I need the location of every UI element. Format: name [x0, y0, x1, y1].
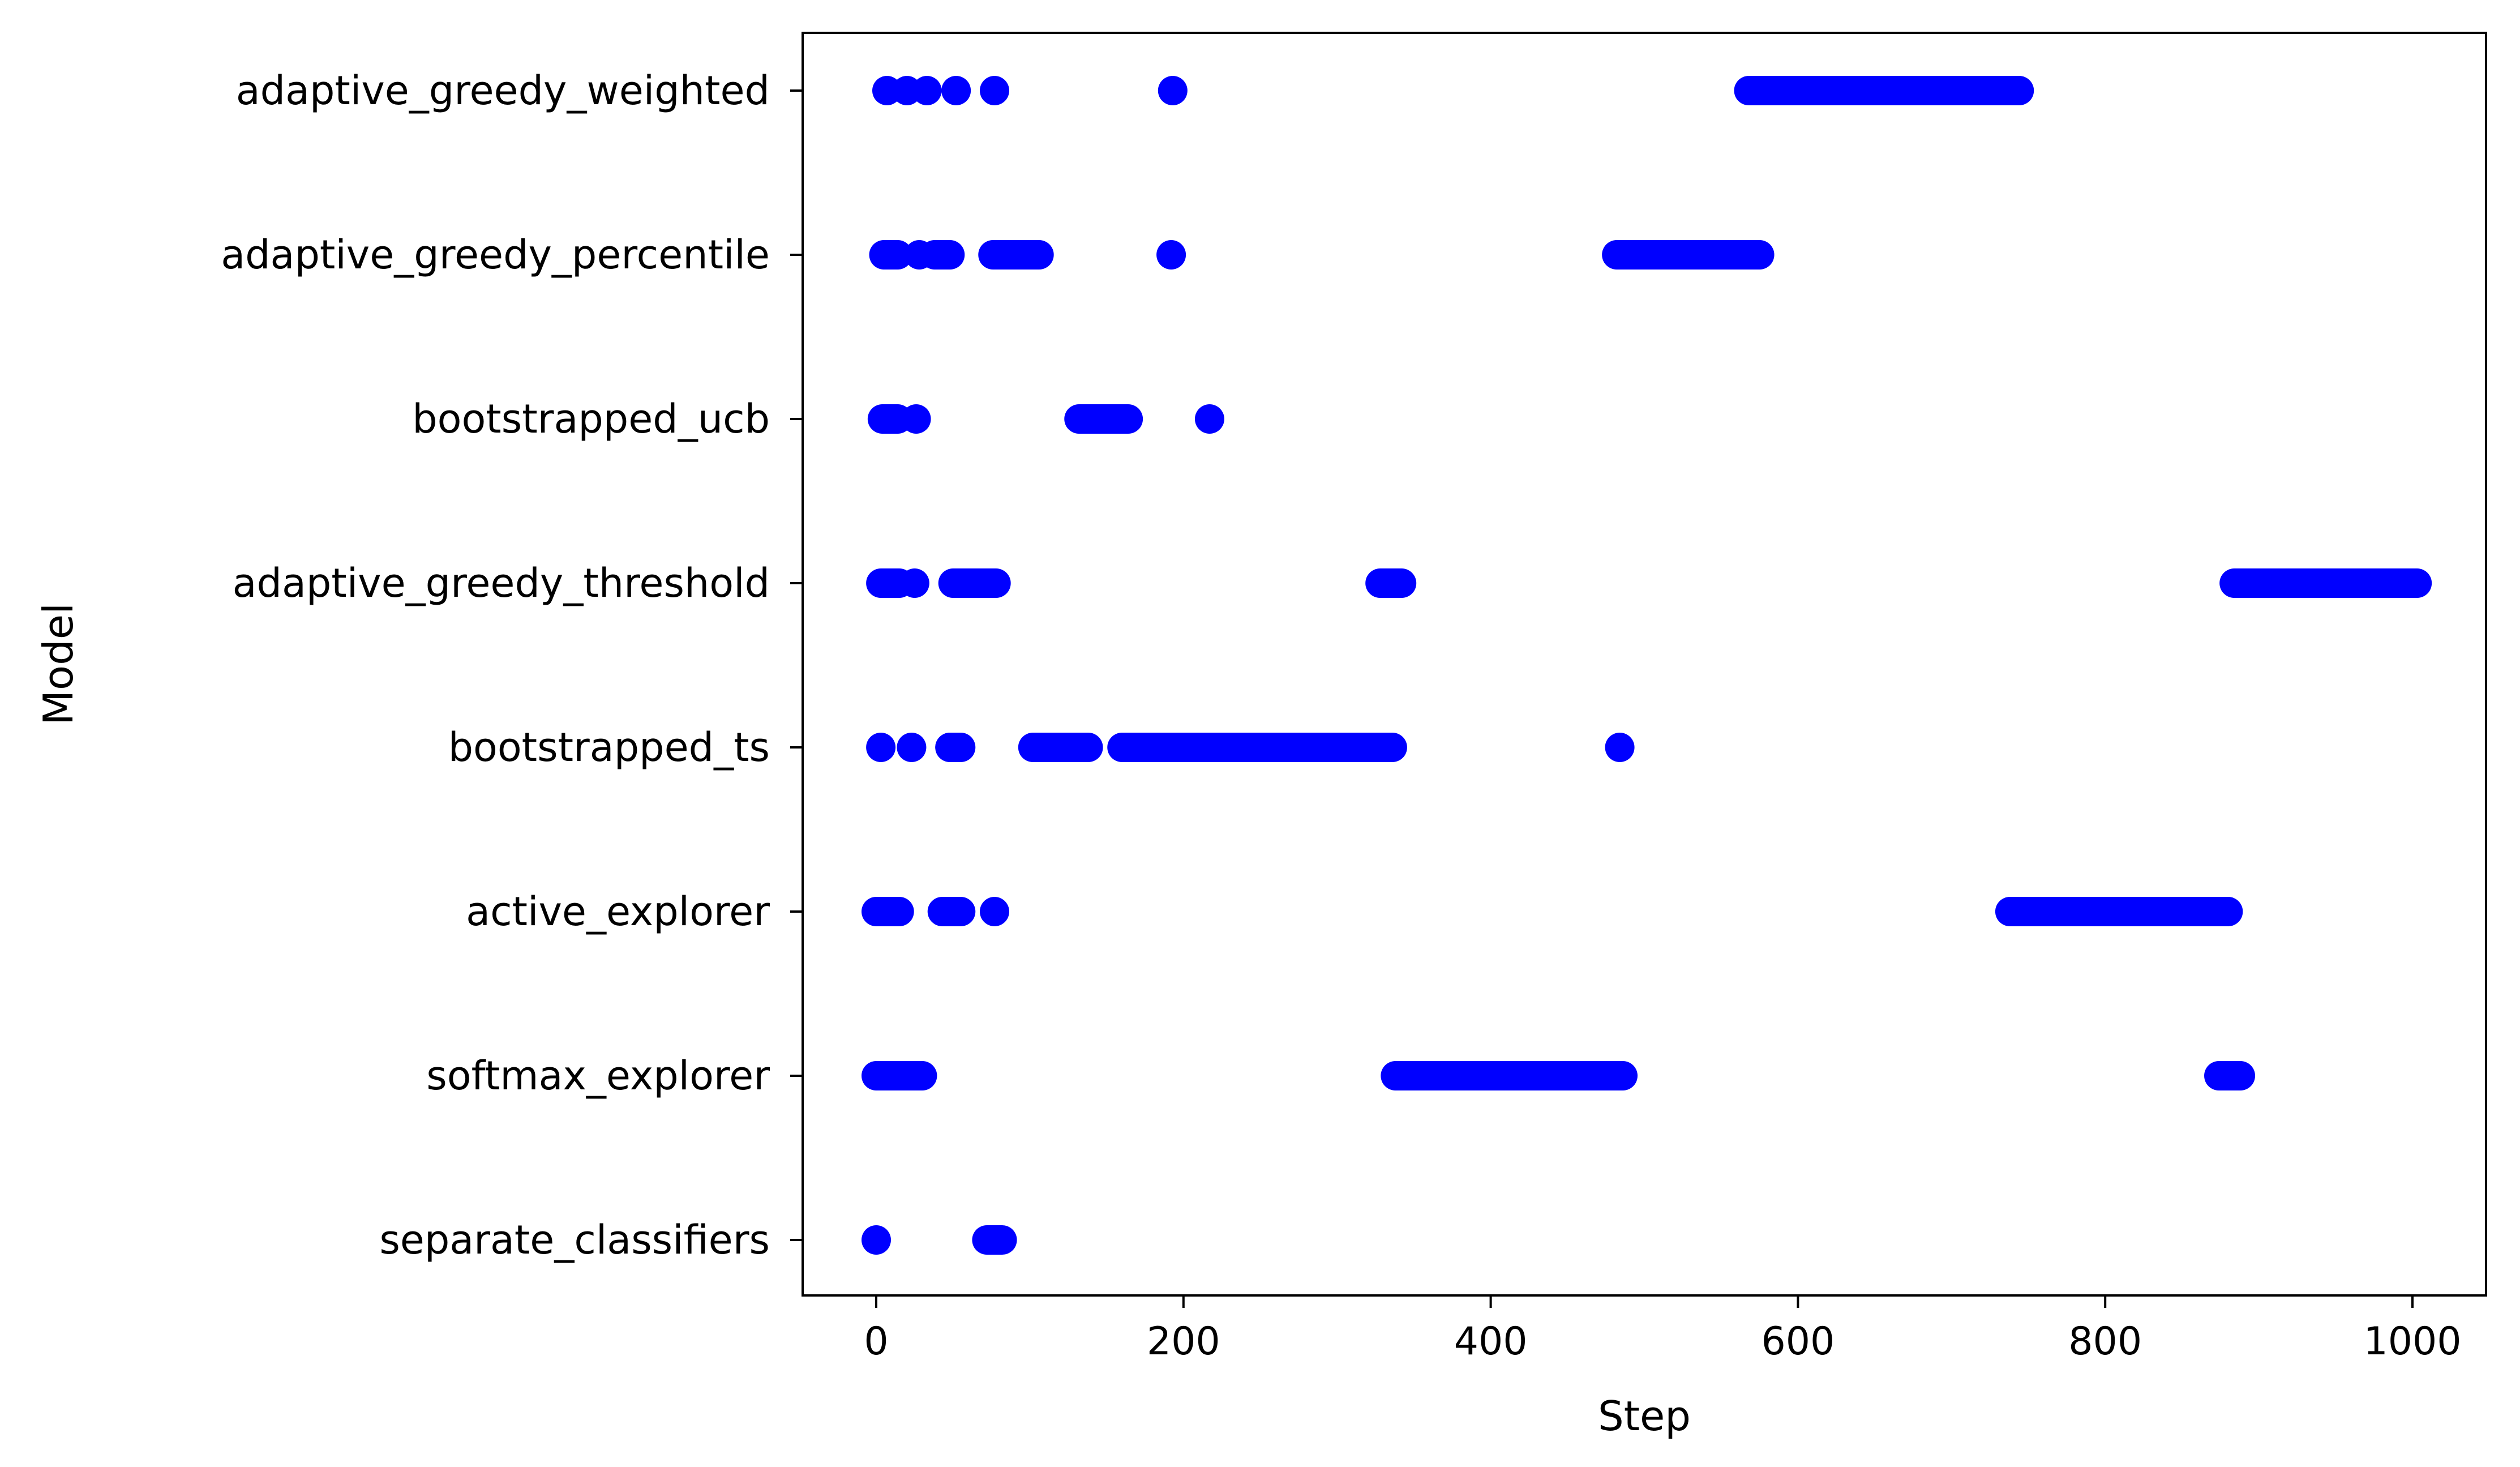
marker-point-bootstrapped-ts — [935, 733, 965, 762]
x-tick-label: 600 — [1762, 1319, 1835, 1364]
y-tick-label-adaptive-greedy-weighted: adaptive_greedy_weighted — [236, 67, 770, 114]
y-tick-label-adaptive-greedy-threshold: adaptive_greedy_threshold — [233, 560, 770, 606]
data-markers — [862, 76, 2432, 1255]
x-axis-label: Step — [1598, 1392, 1691, 1440]
marker-point-adaptive-greedy-threshold — [1376, 568, 1406, 598]
y-tick-label-softmax-explorer: softmax_explorer — [426, 1053, 770, 1099]
x-tick-label: 800 — [2068, 1319, 2142, 1364]
x-axis-ticks: 0 200 400 600 800 1000 — [864, 1295, 2462, 1364]
y-tick-label-bootstrapped-ucb: bootstrapped_ucb — [412, 396, 770, 442]
marker-point-bootstrapped-ts — [866, 733, 896, 762]
y-axis-label: Model — [35, 603, 82, 725]
marker-point-adaptive-greedy-weighted — [1158, 76, 1188, 105]
x-tick-label: 1000 — [2363, 1319, 2461, 1364]
y-tick-label-bootstrapped-ts: bootstrapped_ts — [448, 724, 770, 771]
marker-point-separate-classifiers — [862, 1225, 891, 1255]
marker-point-bootstrapped-ucb — [1194, 404, 1224, 434]
marker-point-adaptive-greedy-weighted — [941, 76, 971, 105]
x-tick-label: 400 — [1454, 1319, 1528, 1364]
marker-point-adaptive-greedy-weighted — [979, 76, 1009, 105]
marker-point-bootstrapped-ts — [1605, 733, 1635, 762]
marker-point-adaptive-greedy-percentile — [927, 240, 957, 270]
marker-point-adaptive-greedy-percentile — [1156, 240, 1186, 270]
y-tick-label-active-explorer: active_explorer — [466, 888, 770, 935]
plot-frame — [802, 32, 2487, 1297]
marker-point-adaptive-greedy-weighted — [912, 76, 942, 105]
y-axis-ticks: adaptive_greedy_weighted adaptive_greedy_… — [221, 67, 803, 1263]
marker-point-adaptive-greedy-percentile — [881, 240, 911, 270]
y-tick-label-adaptive-greedy-percentile: adaptive_greedy_percentile — [221, 232, 770, 278]
y-tick-label-separate-classifiers: separate_classifiers — [379, 1217, 770, 1263]
marker-point-adaptive-greedy-percentile — [904, 240, 934, 270]
x-tick-label: 200 — [1147, 1319, 1220, 1364]
marker-point-bootstrapped-ucb — [901, 404, 931, 434]
marker-point-adaptive-greedy-threshold — [899, 568, 929, 598]
marker-point-active-explorer — [979, 897, 1009, 926]
marker-point-bootstrapped-ts — [897, 733, 927, 762]
x-tick-label: 0 — [864, 1319, 888, 1364]
